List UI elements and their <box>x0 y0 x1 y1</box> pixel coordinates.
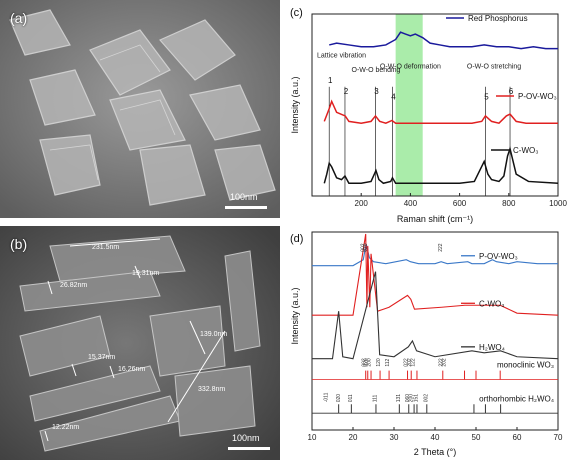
annotation-3: O-W-O stretching <box>467 64 521 71</box>
ref-label-0: monoclinic WO₃ <box>497 361 554 370</box>
hkl-h2wo4-3: 111 <box>372 394 378 402</box>
measurement-5: 15.37nm <box>88 354 116 361</box>
scale-bar-a <box>225 206 267 209</box>
measurement-3: 26.82nm <box>60 282 88 289</box>
panel-label-a: (a) <box>10 10 28 26</box>
x-axis-label: Raman shift (cm⁻¹) <box>397 214 473 224</box>
hkl-h2wo4-0: -011 <box>324 392 330 402</box>
hkl-cwo3-6: 202 <box>407 358 413 367</box>
peak-number-3: 3 <box>374 87 379 96</box>
xrd-series-1 <box>312 233 559 316</box>
hkl-cwo3-4: 112 <box>385 358 391 366</box>
xrd-legend-label-1: C-WO₃ <box>479 299 504 308</box>
hkl-pov-1: 020 <box>363 243 369 252</box>
xrd-y-axis-label: Intensity (a.u.) <box>290 287 300 344</box>
x-tick-label: 1000 <box>549 199 567 208</box>
sem-texture-a <box>0 0 280 218</box>
legend-label-1: P-OV-WO₃ <box>518 92 557 101</box>
peak-number-4: 4 <box>391 93 396 102</box>
hkl-h2wo4-6: 200 <box>408 394 414 403</box>
hkl-h2wo4-1: 020 <box>336 394 342 403</box>
xrd-x-axis-label: 2 Theta (°) <box>414 447 456 457</box>
hkl-cwo3-3: 120 <box>376 358 382 367</box>
x-tick-label: 800 <box>502 199 516 208</box>
hkl-cwo3-9: 202 <box>442 358 448 367</box>
measurement-4: 139.0nm <box>200 331 228 338</box>
sem-texture-b <box>0 226 280 460</box>
legend-label-2: C-WO₃ <box>513 146 538 155</box>
scale-bar-b <box>228 447 270 450</box>
hkl-h2wo4-4: 131 <box>396 394 402 403</box>
hkl-cwo3-8: 222 <box>438 358 444 367</box>
xrd-series-0 <box>312 243 558 267</box>
xrd-chart: monoclinic WO₃ orthorhombic H₂WO₄ P-OV-WO₃… <box>290 231 563 457</box>
xrd-legend-label-2: H₂WO₄ <box>479 343 505 352</box>
xrd-series-2 <box>312 271 559 360</box>
hkl-pov-2: 222 <box>438 243 444 252</box>
y-axis-label: Intensity (a.u.) <box>290 76 300 133</box>
scale-bar-label-b: 100nm <box>232 433 260 443</box>
peak-number-5: 5 <box>484 93 489 102</box>
panel-label-d: (d) <box>290 233 303 245</box>
xrd-x-tick-label: 70 <box>554 433 563 442</box>
series-line-2 <box>323 145 559 185</box>
x-tick-label: 400 <box>404 199 418 208</box>
xrd-x-tick-label: 30 <box>390 433 399 442</box>
xrd-x-tick-label: 40 <box>431 433 440 442</box>
peak-number-2: 2 <box>344 87 349 96</box>
measurement-1: 231.5nm <box>92 244 120 251</box>
measurement-7: 332.8nm <box>198 386 226 393</box>
peak-number-1: 1 <box>328 76 333 85</box>
hkl-pov-0: 002 <box>360 243 366 252</box>
x-tick-label: 600 <box>453 199 467 208</box>
hkl-h2wo4-5: 060 <box>405 394 411 403</box>
sem-image-a: (a) 100nm <box>0 0 280 218</box>
panel-label-b: (b) <box>10 236 28 252</box>
xrd-legend-label-0: P-OV-WO₃ <box>479 252 518 261</box>
series-line-1 <box>323 99 558 125</box>
hkl-h2wo4-7: 151 <box>413 394 419 403</box>
xrd-x-tick-label: 20 <box>349 433 358 442</box>
measurement-8: 12.22nm <box>52 424 80 431</box>
hkl-cwo3-2: 200 <box>367 358 373 367</box>
peak-number-6: 6 <box>509 87 514 96</box>
legend-label-0: Red Phosphorus <box>468 14 528 23</box>
highlight-band <box>395 14 423 196</box>
annotation-2: O-W-O deformation <box>380 64 441 71</box>
measurement-6: 16.26nm <box>118 366 146 373</box>
xrd-x-tick-label: 60 <box>513 433 522 442</box>
hkl-cwo3-7: 122 <box>411 358 417 367</box>
annotation-1: O-W-O bending <box>352 67 401 74</box>
hkl-cwo3-1: 020 <box>364 358 370 367</box>
xrd-x-tick-label: 10 <box>308 433 317 442</box>
scale-bar-label-a: 100nm <box>230 192 258 202</box>
hkl-h2wo4-2: 011 <box>348 394 354 402</box>
hkl-h2wo4-8: 002 <box>424 394 430 403</box>
sem-image-b: (b) 231.5nm 19.31nm 26.82nm 139.0nm 15.3… <box>0 226 280 460</box>
annotation-0: Lattice vibration <box>317 53 366 60</box>
panel-label-c: (c) <box>290 7 303 19</box>
plot-frame <box>311 13 559 197</box>
hkl-cwo3-0: 002 <box>361 358 367 367</box>
measurement-2: 19.31nm <box>132 270 160 277</box>
series-line-0 <box>329 31 558 50</box>
ref-label-1: orthorhombic H₂WO₄ <box>479 394 554 403</box>
xrd-x-tick-label: 50 <box>472 433 481 442</box>
x-tick-label: 200 <box>355 199 369 208</box>
hkl-cwo3-5: 022 <box>404 358 410 367</box>
